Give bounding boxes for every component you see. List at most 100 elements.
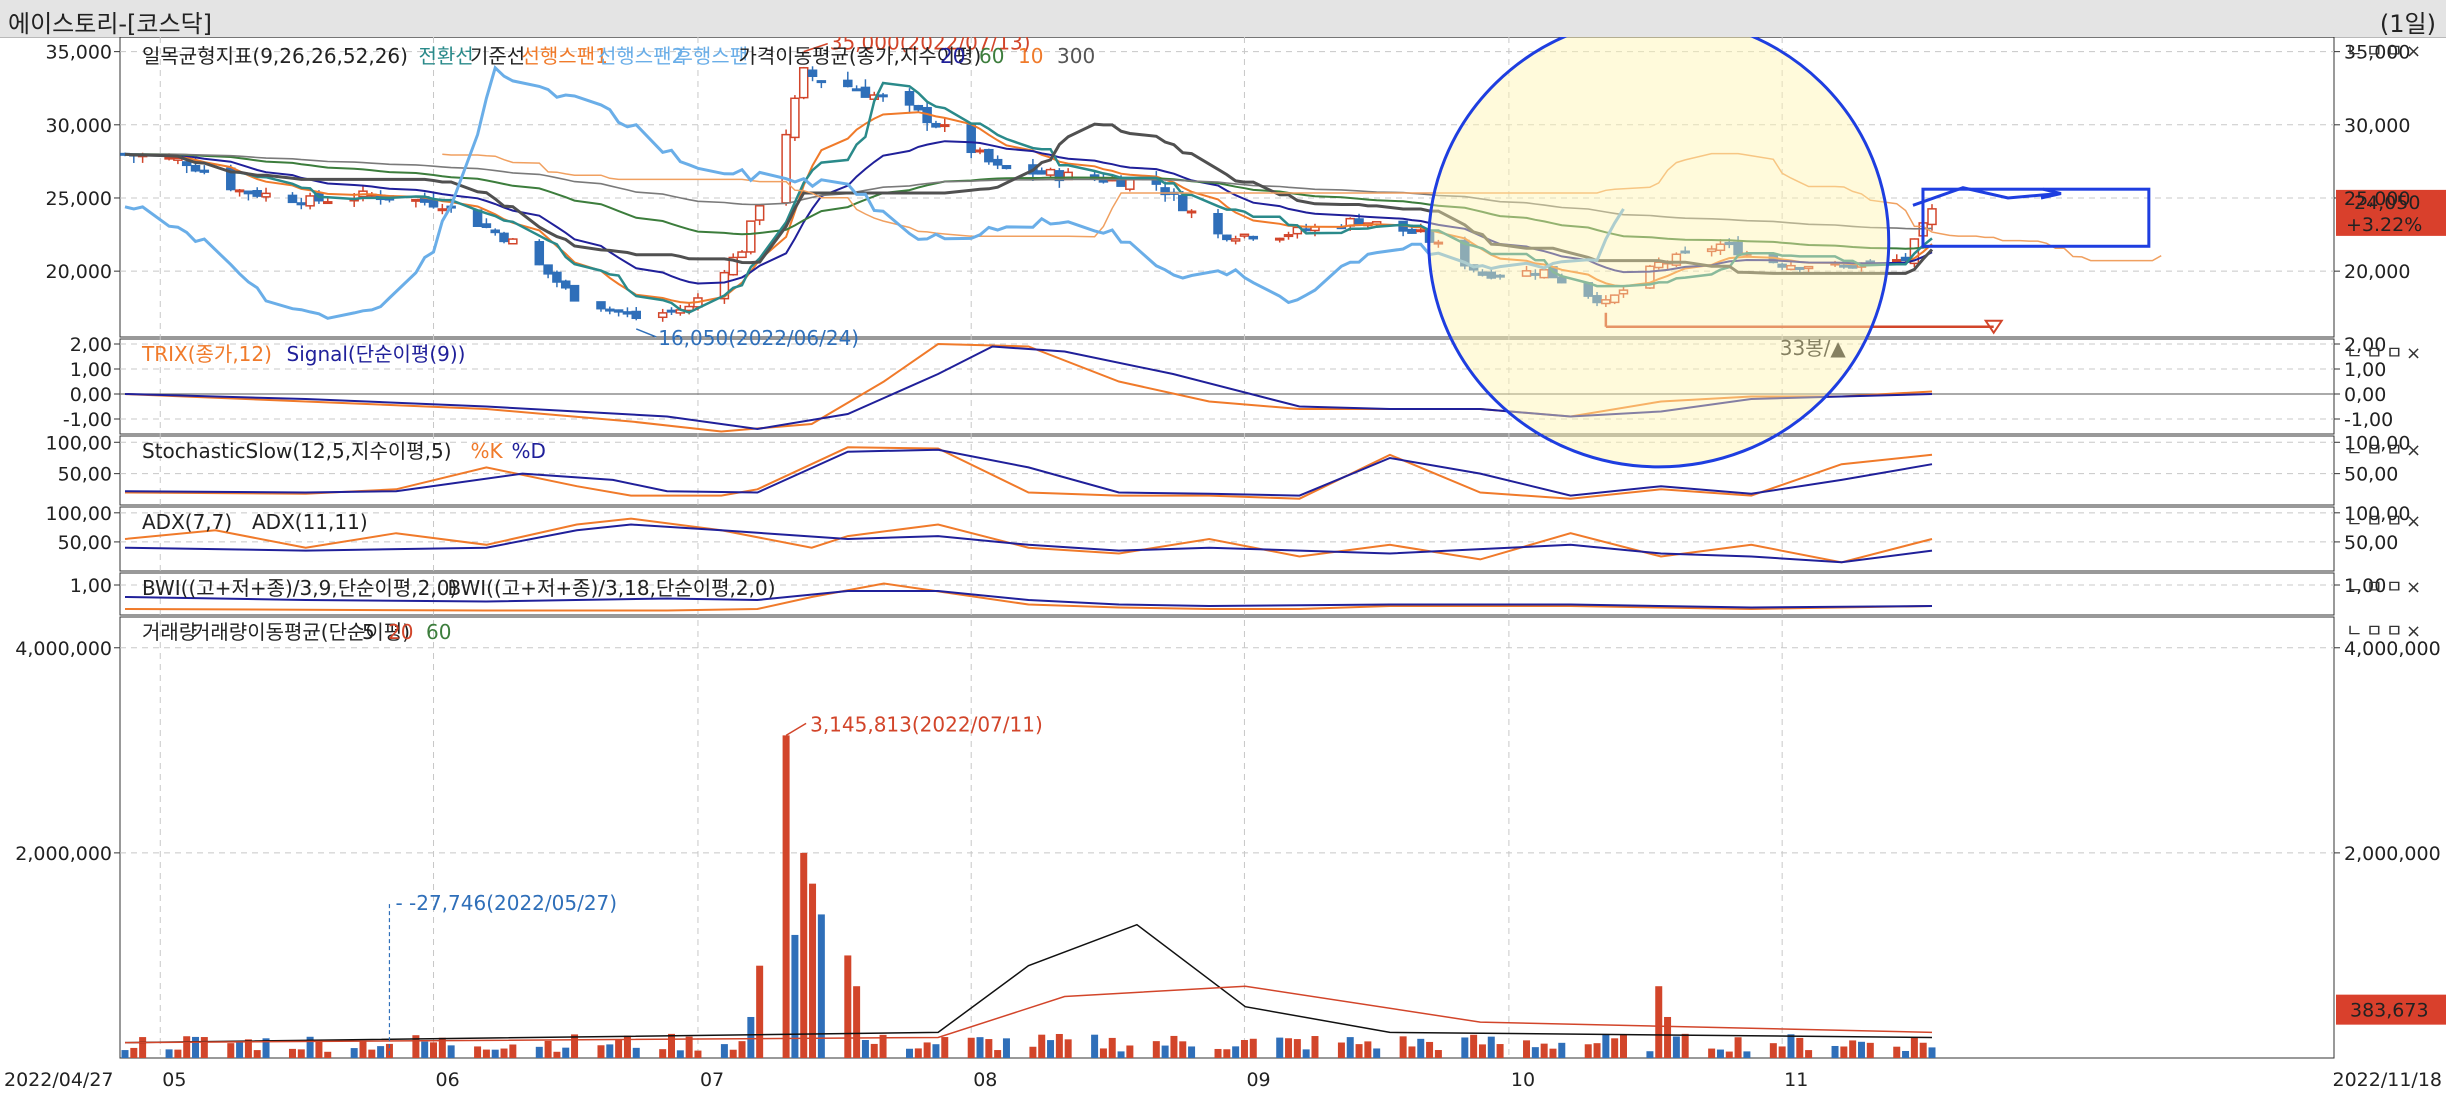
volume-bar (253, 1050, 261, 1058)
panel-control-button: ㄴ (2346, 41, 2363, 62)
candle-body (666, 309, 677, 313)
volume-legend-item: 60 (426, 620, 451, 644)
volume-bar (976, 1037, 984, 1058)
candle-body (1609, 294, 1620, 304)
volume-bar (324, 1051, 332, 1058)
indicator-legend-item: TRIX(종가,12) (141, 342, 272, 366)
volume-bar (1928, 1047, 1936, 1058)
candle-body (1671, 253, 1682, 266)
volume-bar (1716, 1049, 1724, 1058)
panel-frame-2 (119, 435, 2335, 506)
volume-bar (1188, 1046, 1196, 1058)
volume-bar (262, 1038, 270, 1058)
volume-bar (906, 1048, 914, 1058)
volume-bar (509, 1044, 517, 1058)
candle-body (1803, 265, 1814, 270)
candle-body (807, 69, 818, 77)
volume-bar (236, 1041, 244, 1058)
panel-control-button: ㅁ (2366, 621, 2383, 642)
candle-body (287, 194, 298, 204)
volume-bar (1064, 1039, 1072, 1058)
candle-body (1416, 229, 1426, 233)
volume-bar (668, 1033, 676, 1058)
price-legend-item: 기준선 (470, 44, 525, 68)
panel-control-button: ㅁ (2366, 440, 2383, 461)
candle-body (1283, 234, 1294, 238)
indicator-legend-item: ADX(7,7) (142, 510, 232, 534)
candle-body (798, 67, 809, 99)
volume-bar (1531, 1047, 1539, 1058)
y-tick-label-right: 1,00 (2344, 575, 2386, 597)
y-tick-label-left: 1,00 (70, 359, 112, 381)
indicator-line (124, 590, 1933, 609)
volume-bar (174, 1049, 182, 1058)
volume-bar (1681, 1033, 1689, 1058)
panel-control-button: ㅁ (2366, 41, 2383, 62)
panel-frame-1 (119, 338, 2335, 435)
candle-body (1724, 241, 1735, 246)
volume-bar (1364, 1041, 1372, 1058)
y-tick-label-right: 30,000 (2344, 115, 2410, 137)
volume-bar (1857, 1041, 1865, 1058)
price-legend-item: 60 (979, 44, 1004, 68)
volume-bar (756, 965, 764, 1058)
candle-body (199, 169, 210, 173)
volume-bar (985, 1039, 993, 1058)
last-price-value: 24,050 (2354, 192, 2420, 214)
bar-count-label: 33봉/▲ (1780, 336, 1847, 360)
price-legend-item: 선행스팬2 (598, 44, 684, 68)
volume-bar (227, 1043, 235, 1058)
volume-bar (615, 1039, 623, 1058)
volume-bar (1496, 1044, 1504, 1058)
volume-bar (1840, 1046, 1848, 1058)
price-legend-item: 가격이동평균(종가,지수이평) (739, 44, 982, 68)
volume-bar (491, 1049, 499, 1058)
volume-bar (482, 1049, 490, 1058)
candle-body (1486, 271, 1497, 279)
price-legend-item: 300 (1057, 44, 1095, 68)
volume-bar (1584, 1044, 1592, 1058)
candle-body (975, 149, 985, 153)
volume-bar (809, 883, 817, 1058)
candle-body (1847, 264, 1858, 269)
price-legend-item: 10 (1018, 44, 1043, 68)
candle-body (1680, 250, 1690, 254)
volume-bar (1399, 1036, 1407, 1058)
candle-body (1354, 218, 1364, 225)
volume-bar (1611, 1038, 1619, 1058)
bar-count-triangle (1983, 319, 2004, 335)
y-tick-label-left: 25,000 (46, 188, 112, 210)
y-tick-label-left: 100,00 (46, 503, 112, 525)
volume-bar (1099, 1048, 1107, 1058)
x-tick-label: 08 (973, 1069, 997, 1091)
price-legend-item: 선행스팬1 (522, 44, 608, 68)
candle-body (1213, 212, 1223, 235)
panel-control-button: × (2406, 440, 2421, 461)
volume-bar (1664, 1016, 1672, 1058)
base-line (124, 122, 1934, 275)
candle-body (1777, 263, 1787, 268)
title-bar: 에이스토리-[코스닥] (1일) (0, 0, 2446, 38)
candle-body (1045, 168, 1056, 176)
y-tick-label-left: 50,00 (58, 532, 112, 554)
candle-body (966, 123, 976, 154)
last-volume-value: 383,673 (2350, 1000, 2429, 1022)
candle-body (940, 124, 950, 128)
volume-bar (412, 1035, 420, 1058)
panel-control-button: × (2406, 577, 2421, 598)
volume-bar (1029, 1046, 1037, 1058)
candle-body (534, 241, 545, 266)
x-tick-label: 07 (700, 1069, 724, 1091)
panel-frame-4 (119, 572, 2335, 616)
volume-bar (1091, 1034, 1099, 1058)
y-tick-label-right: 50,00 (2344, 464, 2398, 486)
candle-body (1645, 265, 1655, 289)
volume-bar (350, 1048, 358, 1058)
candle-body (1786, 264, 1796, 271)
indicator-legend-item: Signal(단순이평(9)) (287, 342, 466, 366)
period-label[interactable]: (1일) (2379, 10, 2436, 38)
candle-body (816, 80, 827, 84)
candle-body (984, 148, 994, 163)
volume-bar (1108, 1037, 1116, 1058)
highlight-circle (1427, 37, 1891, 469)
